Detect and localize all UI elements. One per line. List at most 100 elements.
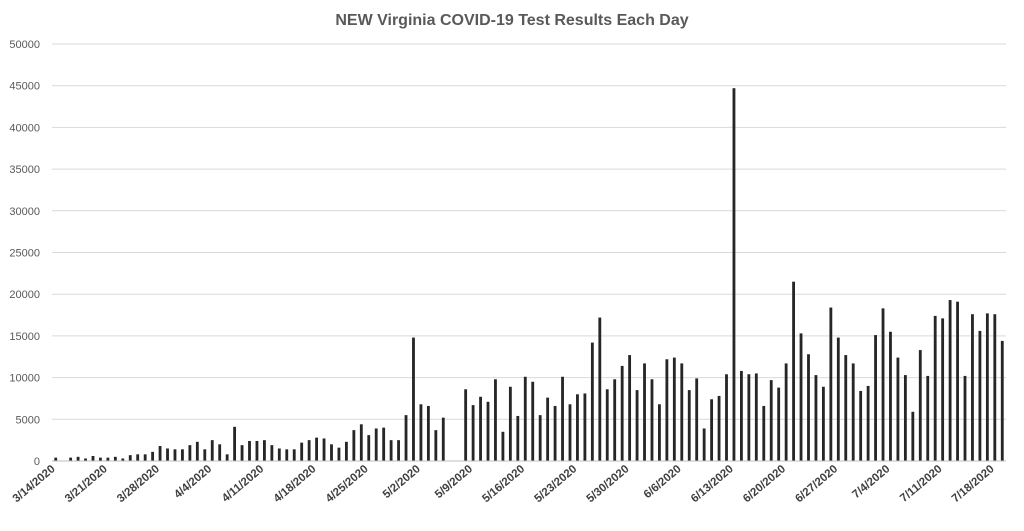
bar	[404, 415, 408, 461]
bar	[799, 333, 803, 461]
x-tick-label: 4/25/2020	[324, 463, 371, 505]
y-tick-label: 40000	[9, 122, 40, 134]
bar	[69, 457, 73, 461]
bar	[464, 389, 468, 461]
bar	[255, 440, 259, 461]
bar	[754, 373, 758, 461]
bar	[173, 449, 177, 461]
bar	[263, 440, 266, 461]
x-tick-label: 5/16/2020	[480, 463, 527, 505]
x-tick-label: 5/30/2020	[585, 463, 632, 505]
bar	[672, 357, 676, 461]
bar	[851, 363, 855, 461]
bar	[546, 397, 550, 461]
bar	[136, 454, 140, 461]
bar	[113, 456, 117, 461]
bar	[620, 365, 624, 461]
bar	[516, 415, 520, 461]
chart-title: NEW Virginia COVID-19 Test Results Each …	[335, 12, 688, 29]
bar	[747, 374, 751, 461]
bar	[583, 393, 587, 461]
bar	[769, 380, 773, 461]
gridlines	[52, 43, 1006, 420]
bar	[352, 430, 356, 461]
bar	[576, 394, 579, 461]
x-tick-label: 7/18/2020	[950, 463, 997, 505]
bar	[635, 390, 639, 461]
x-tick-label: 4/11/2020	[220, 463, 266, 505]
y-tick-label: 5000	[16, 414, 40, 426]
bar	[829, 307, 833, 461]
bar	[382, 427, 386, 461]
bar	[195, 441, 199, 461]
x-tick-label: 5/23/2020	[532, 463, 579, 505]
bar	[188, 445, 192, 461]
bar	[337, 447, 341, 461]
bar	[76, 456, 80, 461]
bar	[814, 375, 818, 461]
bar	[322, 438, 326, 461]
bar	[881, 308, 885, 461]
x-tick-label: 3/28/2020	[115, 463, 162, 505]
bar	[687, 390, 691, 461]
bar	[740, 370, 743, 461]
bar	[158, 445, 162, 461]
bar	[300, 442, 304, 461]
y-tick-label: 25000	[9, 248, 40, 260]
y-tick-label: 10000	[9, 373, 40, 385]
bar	[501, 431, 505, 461]
bar	[203, 449, 207, 461]
bar	[91, 456, 95, 461]
bar	[710, 399, 714, 461]
bar	[948, 300, 952, 461]
bar	[344, 441, 348, 461]
y-tick-label: 20000	[9, 289, 40, 301]
bar	[784, 363, 788, 461]
bar	[1000, 340, 1004, 461]
bar	[889, 331, 892, 461]
bar	[553, 405, 557, 461]
bar	[725, 374, 728, 461]
bar	[844, 355, 848, 461]
bar	[84, 458, 87, 461]
bar	[292, 449, 296, 461]
bar	[933, 315, 937, 461]
bar	[471, 405, 475, 461]
bar	[315, 437, 318, 461]
y-tick-label: 0	[34, 456, 40, 468]
bar	[911, 411, 915, 461]
bar	[807, 354, 810, 461]
bar	[508, 386, 512, 461]
x-tick-label: 4/4/2020	[172, 463, 214, 501]
bar	[426, 405, 430, 461]
bar	[248, 440, 251, 461]
bar	[963, 375, 967, 461]
bar	[121, 458, 125, 461]
bar	[956, 301, 959, 461]
bar	[918, 350, 922, 461]
bar	[650, 379, 654, 461]
bar	[367, 435, 371, 461]
bar	[926, 375, 930, 461]
x-tick-label: 6/13/2020	[689, 463, 736, 505]
bar	[494, 379, 497, 461]
bar	[233, 426, 237, 461]
bar	[836, 337, 840, 461]
bar	[695, 378, 699, 461]
bar	[971, 314, 974, 461]
bar	[54, 457, 58, 461]
y-tick-label: 50000	[9, 39, 40, 51]
y-tick-label: 30000	[9, 206, 40, 218]
bar	[486, 401, 490, 461]
bar	[151, 451, 155, 461]
bar	[702, 428, 706, 461]
bar	[680, 363, 684, 461]
y-axis-tick-labels: 0 5000 10000 15000 20000 25000 30000 35000 40000…	[9, 39, 40, 468]
bar	[412, 337, 415, 461]
x-tick-label: 3/14/2020	[11, 463, 58, 505]
y-tick-label: 15000	[9, 331, 40, 343]
x-tick-label: 3/21/2020	[63, 463, 110, 505]
x-tick-label: 4/18/2020	[272, 463, 319, 505]
bar	[106, 457, 110, 461]
